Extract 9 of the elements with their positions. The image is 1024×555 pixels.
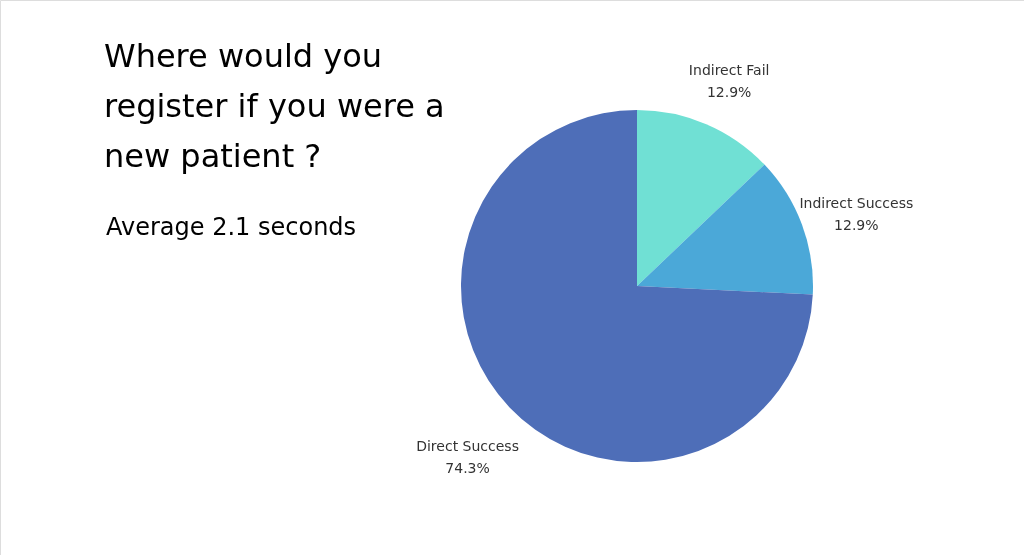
data-label: 12.9% [706, 83, 752, 100]
slice-label: Indirect Fail [688, 61, 770, 78]
slice-label: Indirect Success [799, 195, 914, 212]
data-label: 74.3% [445, 460, 490, 477]
text: Average 2.1 seconds [106, 213, 357, 241]
pie-slice [637, 110, 765, 286]
data-label: 12.9% [834, 217, 879, 234]
slice-label: Direct Success [416, 438, 519, 455]
text: Where would you register if you were a new patient ? [104, 37, 445, 175]
